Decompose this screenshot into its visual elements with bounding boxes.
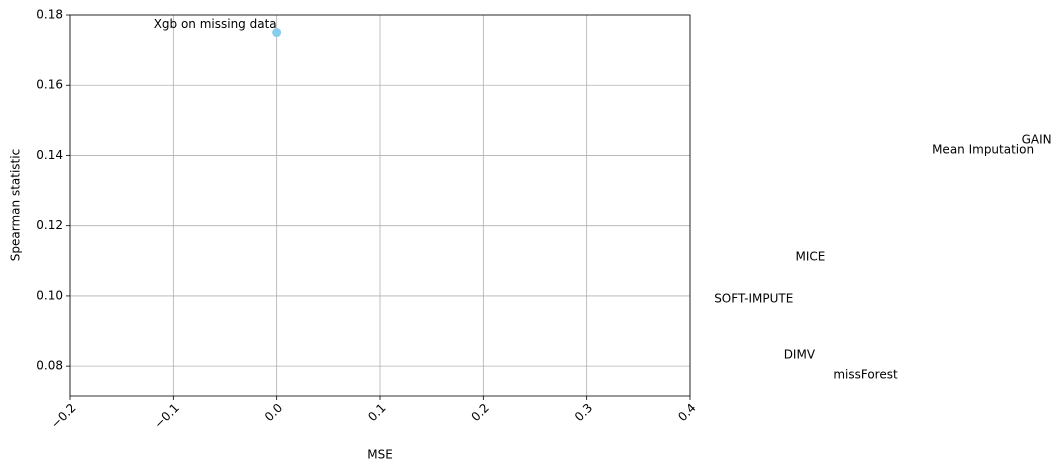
x-tick-label: 0.3: [572, 401, 595, 424]
x-tick-label: −0.2: [48, 401, 79, 432]
y-tick-label: 0.14: [36, 148, 63, 162]
y-axis-label: Spearman statistic: [9, 149, 23, 261]
point-label: GAIN: [1022, 133, 1052, 147]
grid: [69, 14, 691, 396]
point-label: Xgb on missing data: [154, 17, 277, 31]
y-tick-label: 0.08: [36, 359, 63, 373]
plot-area: [272, 28, 282, 38]
point-label: SOFT-IMPUTE: [714, 291, 793, 305]
point-label: DIMV: [784, 347, 816, 361]
y-tick-label: 0.10: [36, 288, 63, 302]
x-tick-label: −0.1: [151, 401, 182, 432]
point: [272, 28, 282, 38]
x-axis-label: MSE: [367, 448, 393, 462]
point-label: missForest: [833, 368, 898, 382]
y-tick-label: 0.18: [36, 8, 63, 22]
x-tick-label: 0.0: [262, 401, 285, 424]
point-label: MICE: [796, 250, 826, 264]
point-label: Mean Imputation: [932, 142, 1034, 156]
y-tick-label: 0.16: [36, 78, 63, 92]
x-tick-label: 0.4: [675, 401, 698, 424]
x-tick-label: 0.2: [469, 401, 492, 424]
x-tick-label: 0.1: [365, 401, 388, 424]
y-tick-label: 0.12: [36, 218, 63, 232]
